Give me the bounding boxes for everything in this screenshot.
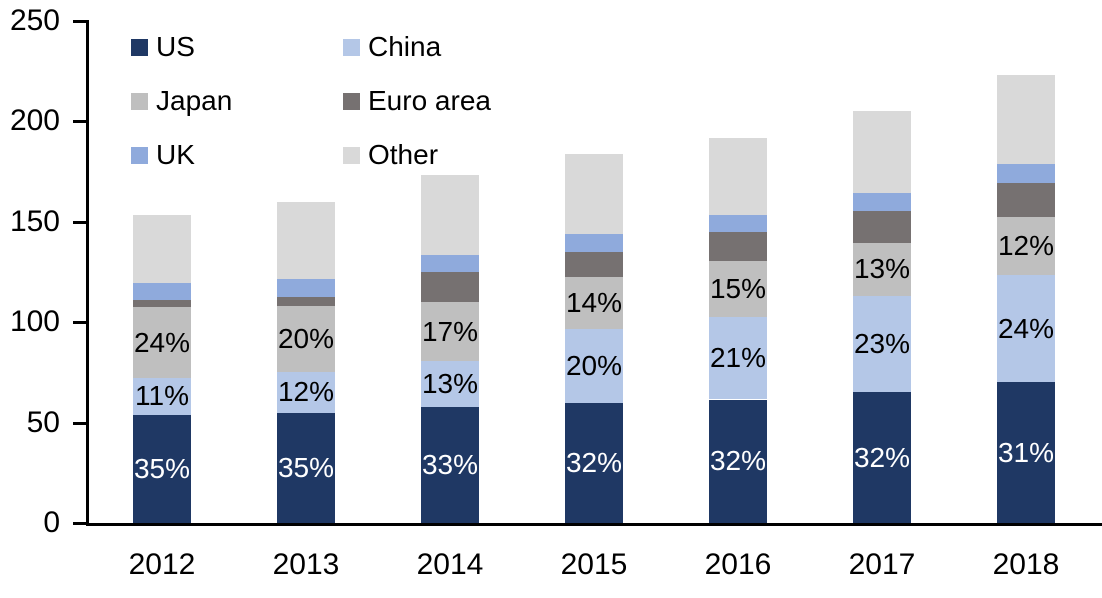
legend-label-euro-area: Euro area xyxy=(368,85,491,116)
bar-segment-other-2014 xyxy=(421,174,479,255)
bar-segment-japan-2014 xyxy=(421,302,479,362)
legend-swatch-uk xyxy=(131,146,148,164)
bar-segment-china-2016 xyxy=(709,317,767,400)
bar-segment-us-2013 xyxy=(277,412,335,523)
legend-item-uk: UK xyxy=(131,141,195,169)
bar-segment-euro-area-2017 xyxy=(853,210,911,243)
legend-label-us: US xyxy=(156,31,195,62)
bar-segment-japan-2013 xyxy=(277,306,335,373)
legend-item-other: Other xyxy=(343,141,438,169)
y-axis-tick xyxy=(73,20,86,23)
y-axis-tick xyxy=(73,120,86,124)
y-axis-tick-label: 200 xyxy=(9,104,60,138)
bar-segment-other-2016 xyxy=(709,138,767,215)
bar-segment-japan-2015 xyxy=(565,277,623,330)
bar-segment-us-2016 xyxy=(709,399,767,523)
y-axis-tick-label: 50 xyxy=(26,405,60,439)
bar-segment-other-2018 xyxy=(997,75,1055,164)
bar-segment-japan-2012 xyxy=(133,307,191,379)
bar-segment-other-2013 xyxy=(277,201,335,280)
legend-swatch-china xyxy=(343,38,360,56)
bar-segment-us-2014 xyxy=(421,406,479,523)
legend-item-japan: Japan xyxy=(131,87,232,115)
bar-segment-euro-area-2016 xyxy=(709,231,767,261)
legend-item-china: China xyxy=(343,33,441,61)
bar-segment-us-2017 xyxy=(853,392,911,523)
bar-segment-us-2012 xyxy=(133,414,191,523)
bar-segment-japan-2018 xyxy=(997,216,1055,275)
bar-segment-uk-2013 xyxy=(277,279,335,298)
y-axis-tick-label: 150 xyxy=(9,204,60,238)
legend-item-us: US xyxy=(131,33,195,61)
bar-segment-uk-2017 xyxy=(853,192,911,211)
y-axis-tick-label: 0 xyxy=(43,506,60,539)
x-axis-label-2015: 2015 xyxy=(560,548,628,581)
bar-segment-euro-area-2018 xyxy=(997,182,1055,217)
x-axis-label-2018: 2018 xyxy=(992,548,1060,581)
bar-segment-china-2015 xyxy=(565,329,623,403)
x-axis-label-2014: 2014 xyxy=(416,548,484,581)
y-axis-tick xyxy=(73,522,86,525)
legend-label-other: Other xyxy=(368,139,439,170)
bar-segment-other-2012 xyxy=(133,214,191,284)
legend-label-china: China xyxy=(368,31,442,62)
bar-segment-uk-2014 xyxy=(421,254,479,272)
x-axis-label-2017: 2017 xyxy=(848,548,916,581)
bar-segment-other-2017 xyxy=(853,111,911,193)
bar-segment-euro-area-2014 xyxy=(421,272,479,303)
x-axis xyxy=(86,523,1102,526)
y-axis-tick-label: 100 xyxy=(9,305,60,339)
bar-segment-china-2013 xyxy=(277,372,335,413)
bar-segment-uk-2018 xyxy=(997,163,1055,183)
bar-segment-euro-area-2013 xyxy=(277,297,335,307)
y-axis-tick xyxy=(73,421,86,425)
bar-segment-euro-area-2012 xyxy=(133,300,191,308)
legend-swatch-other xyxy=(343,146,360,164)
bar-segment-uk-2015 xyxy=(565,233,623,252)
bar-segment-uk-2016 xyxy=(709,214,767,232)
y-axis-tick xyxy=(73,220,86,224)
bar-segment-japan-2016 xyxy=(709,260,767,318)
legend-swatch-us xyxy=(131,38,148,56)
bar-segment-china-2017 xyxy=(853,296,911,393)
legend-item-euro-area: Euro area xyxy=(343,87,491,115)
y-axis xyxy=(86,20,89,526)
legend-swatch-euro-area xyxy=(343,92,360,110)
x-axis-label-2012: 2012 xyxy=(128,548,196,581)
y-axis-tick xyxy=(73,321,86,325)
legend-label-uk: UK xyxy=(156,139,195,170)
legend-label-japan: Japan xyxy=(156,85,233,116)
bar-segment-china-2014 xyxy=(421,361,479,407)
bar-segment-china-2018 xyxy=(997,275,1055,383)
bar-segment-us-2015 xyxy=(565,402,623,523)
x-axis-label-2013: 2013 xyxy=(272,548,340,581)
bar-segment-other-2015 xyxy=(565,153,623,234)
bar-segment-uk-2012 xyxy=(133,283,191,301)
bar-segment-china-2012 xyxy=(133,378,191,415)
bar-segment-us-2018 xyxy=(997,382,1055,523)
legend-swatch-japan xyxy=(131,92,148,110)
bar-segment-japan-2017 xyxy=(853,242,911,297)
x-axis-label-2016: 2016 xyxy=(704,548,772,581)
y-axis-tick-label: 250 xyxy=(9,4,60,37)
bar-segment-euro-area-2015 xyxy=(565,251,623,277)
